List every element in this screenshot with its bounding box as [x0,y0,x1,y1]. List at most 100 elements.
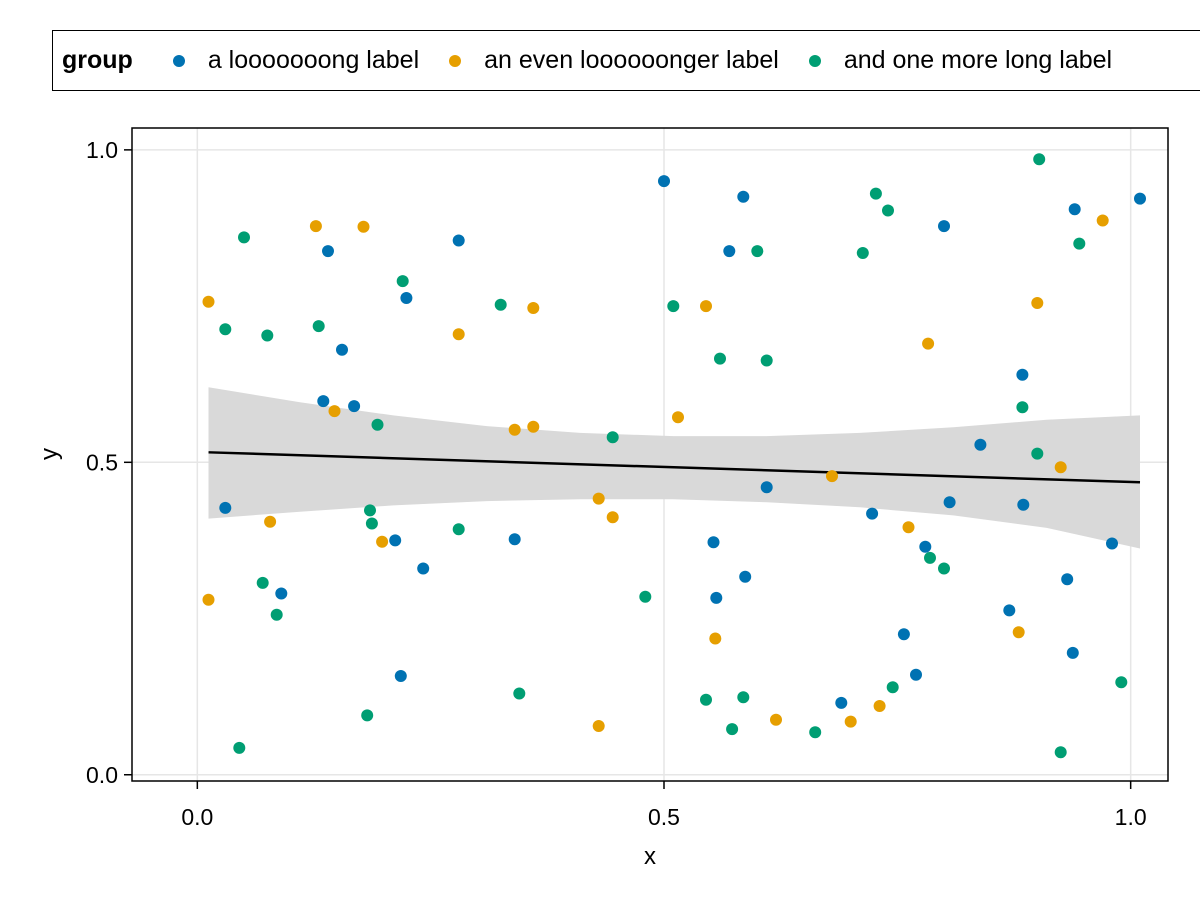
data-point-s3-30 [924,551,936,564]
data-point-s2-8 [452,328,465,341]
data-point-s3-25 [809,726,822,739]
data-point-s3-1 [219,323,232,336]
data-point-s2-5 [328,405,341,418]
data-point-s2-12 [592,492,605,505]
data-point-s3-17 [639,590,652,603]
data-point-s3-31 [938,562,950,575]
data-point-s3-18 [667,300,680,313]
legend-marker-1 [172,54,185,67]
data-point-s3-11 [371,418,384,431]
data-point-s3-7 [312,320,325,333]
data-point-s1-14 [707,536,720,549]
data-point-s2-22 [902,521,915,534]
data-point-s3-27 [869,187,882,200]
data-point-s1-8 [394,670,407,682]
data-point-s3-21 [726,723,739,736]
data-point-s2-18 [770,713,782,726]
fit-layer [208,451,1141,484]
data-point-s2-2 [202,593,215,606]
x-axis-label: x [644,843,656,870]
legend-item-1: a looooooong label [172,46,419,75]
data-point-s2-21 [873,700,886,712]
data-point-s3-16 [606,431,619,444]
data-point-s2-15 [672,411,684,424]
data-point-s3-22 [737,691,750,704]
data-point-s2-16 [700,300,712,313]
data-point-s3-34 [1033,153,1046,166]
data-point-s1-13 [658,175,670,188]
data-point-s1-16 [723,245,736,258]
data-point-s3-35 [1054,746,1067,759]
x-tick-label: 0.0 [181,804,213,830]
data-point-s3-14 [494,298,507,311]
data-point-s1-20 [835,696,848,709]
data-point-s2-6 [357,220,370,233]
data-point-s1-26 [943,496,956,509]
data-point-s3-15 [513,687,526,700]
data-point-s3-26 [856,247,869,259]
data-point-s1-15 [710,591,723,604]
data-point-s2-1 [202,295,215,308]
data-point-s3-20 [714,352,726,365]
legend: group a looooooong label an even loooooo… [52,30,1200,91]
data-point-s1-11 [452,234,465,247]
data-point-s2-13 [592,720,605,732]
data-point-s1-32 [1066,646,1079,659]
x-tick-label: 0.5 [648,804,680,830]
y-tick-label: 0.5 [86,449,118,475]
data-point-s3-28 [882,204,894,217]
data-point-s2-23 [922,337,935,350]
y-axis-label: y [36,448,63,460]
data-point-s2-26 [1054,461,1067,474]
legend-label-3: and one more long label [843,46,1113,74]
data-point-s2-9 [508,423,521,436]
data-point-s1-3 [317,395,330,408]
data-point-s2-20 [844,715,857,728]
legend-item-3: and one more long label [808,46,1113,75]
data-point-s2-27 [1096,214,1109,227]
data-point-s1-25 [938,220,950,233]
data-point-s2-14 [606,511,619,524]
data-point-s2-4 [309,220,322,233]
data-point-s1-10 [417,562,430,575]
data-point-s2-7 [376,535,389,548]
data-point-s2-3 [264,515,277,528]
data-point-s3-3 [238,231,250,244]
data-point-s1-18 [739,570,752,583]
data-point-s3-36 [1073,237,1086,250]
data-point-s1-31 [1061,573,1074,586]
legend-marker-2 [449,54,462,67]
legend-label-2: an even loooooonger label [484,46,779,74]
points-layer [202,153,1146,759]
data-point-s1-22 [897,628,910,641]
y-tick-label: 1.0 [86,137,118,163]
plot-frame [131,127,1169,782]
legend-marker-3 [808,54,821,67]
y-tick-label: 0.0 [86,762,118,788]
data-point-s3-10 [365,517,378,530]
data-point-s2-10 [527,420,540,433]
data-point-s1-35 [1134,192,1146,205]
data-point-s1-27 [974,438,987,451]
data-point-s2-24 [1012,626,1025,639]
data-point-s1-34 [1106,537,1118,550]
data-point-s3-8 [361,709,374,722]
fit-line [208,451,1141,484]
axis-layer: 0.0 0.5 1.0 0.0 0.5 1.0 [86,137,1147,830]
data-point-s1-30 [1017,498,1030,511]
data-point-s3-24 [760,354,773,367]
data-point-s1-29 [1016,368,1029,381]
data-point-s2-25 [1031,297,1044,309]
x-tick-label: 1.0 [1115,804,1147,830]
data-point-s2-11 [527,302,540,314]
data-point-s3-12 [396,275,409,288]
data-point-s3-32 [1016,401,1029,414]
legend-item-2: an even loooooonger label [449,46,779,75]
data-point-s3-6 [270,608,283,621]
data-point-s1-23 [910,668,922,681]
data-point-s2-17 [709,632,722,645]
data-point-s3-33 [1031,447,1044,460]
data-point-s1-21 [866,507,879,520]
data-point-s1-5 [336,343,348,356]
